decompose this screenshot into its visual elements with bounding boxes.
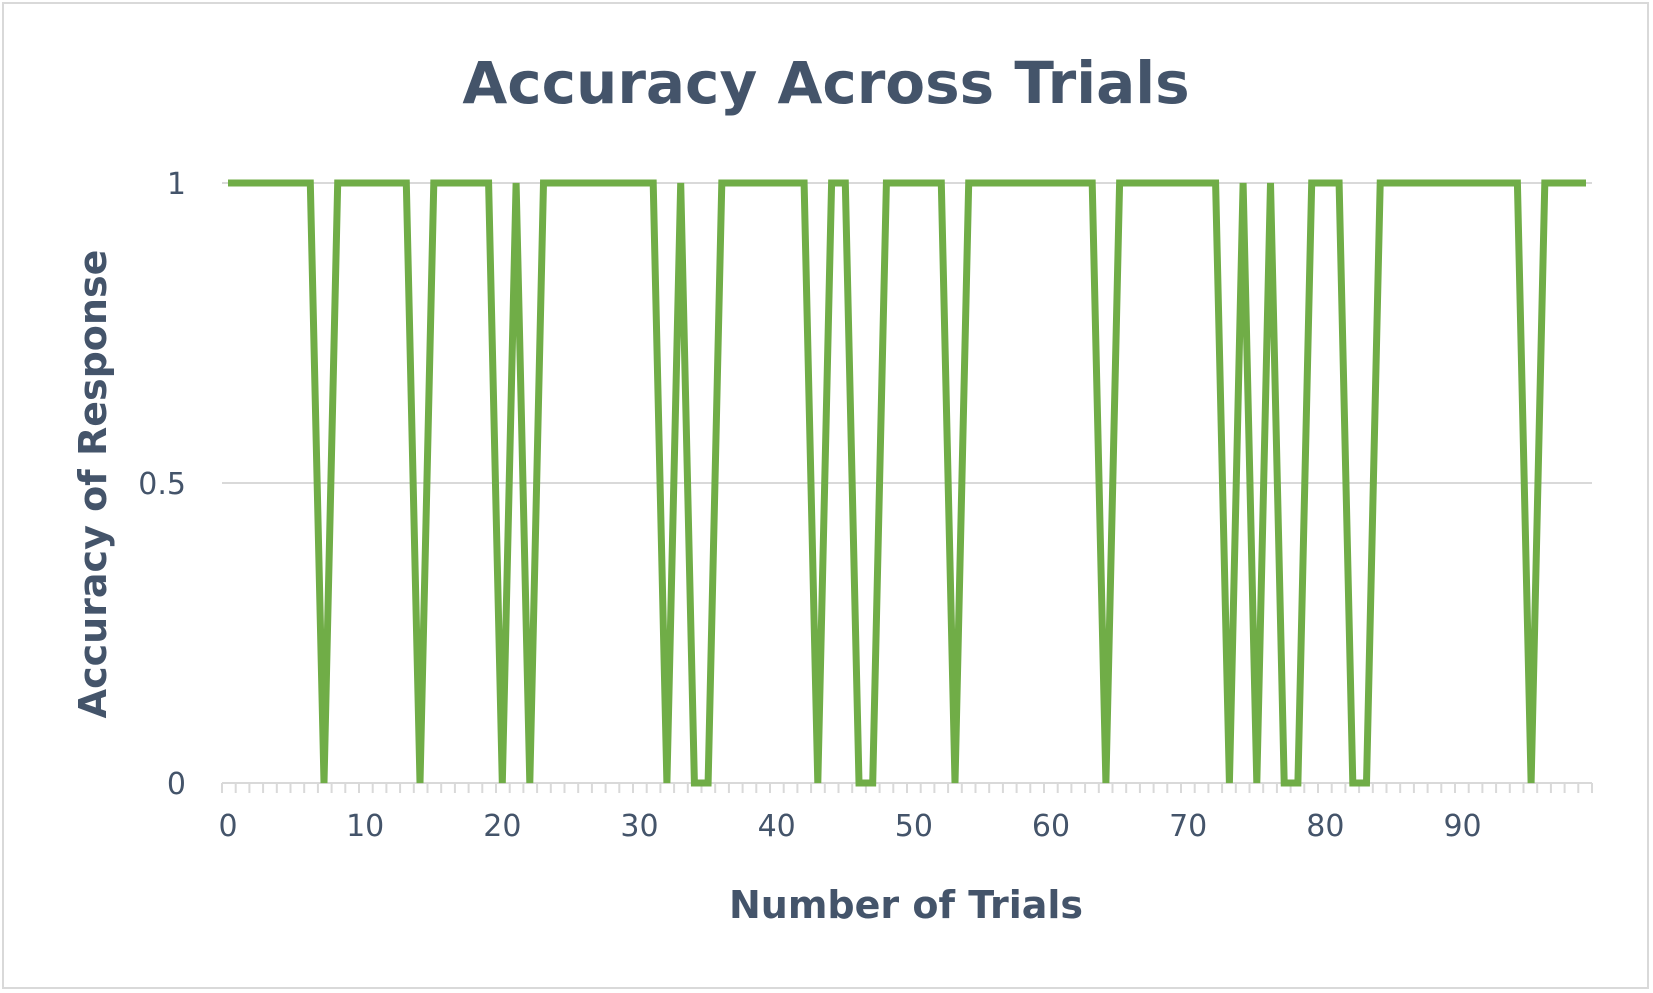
y-tick-label-0: 0: [167, 767, 186, 802]
x-tick-label-0: 0: [218, 809, 237, 844]
y-tick-label-1: 0.5: [138, 467, 186, 502]
x-tick-label-4: 40: [758, 809, 796, 844]
x-tick-label-6: 60: [1032, 809, 1070, 844]
y-tick-label-2: 1: [167, 167, 186, 202]
x-axis-title: Number of Trials: [729, 883, 1083, 927]
x-tick-label-1: 10: [346, 809, 384, 844]
chart-title: Accuracy Across Trials: [462, 49, 1189, 117]
x-tick-label-8: 80: [1306, 809, 1344, 844]
x-tick-labels: 0 10 20 30 40 50 60 70 80 90: [218, 809, 1481, 844]
y-axis-title: Accuracy of Response: [71, 250, 115, 719]
x-axis: [221, 782, 1593, 793]
series-group: [228, 179, 1586, 787]
x-tick-label-7: 70: [1169, 809, 1207, 844]
series-line-0: [228, 179, 1586, 787]
y-tick-labels: 00.51: [138, 167, 186, 802]
x-tick-label-9: 90: [1443, 809, 1481, 844]
x-tick-label-2: 20: [483, 809, 521, 844]
x-tick-label-5: 50: [895, 809, 933, 844]
x-tick-label-3: 30: [620, 809, 658, 844]
